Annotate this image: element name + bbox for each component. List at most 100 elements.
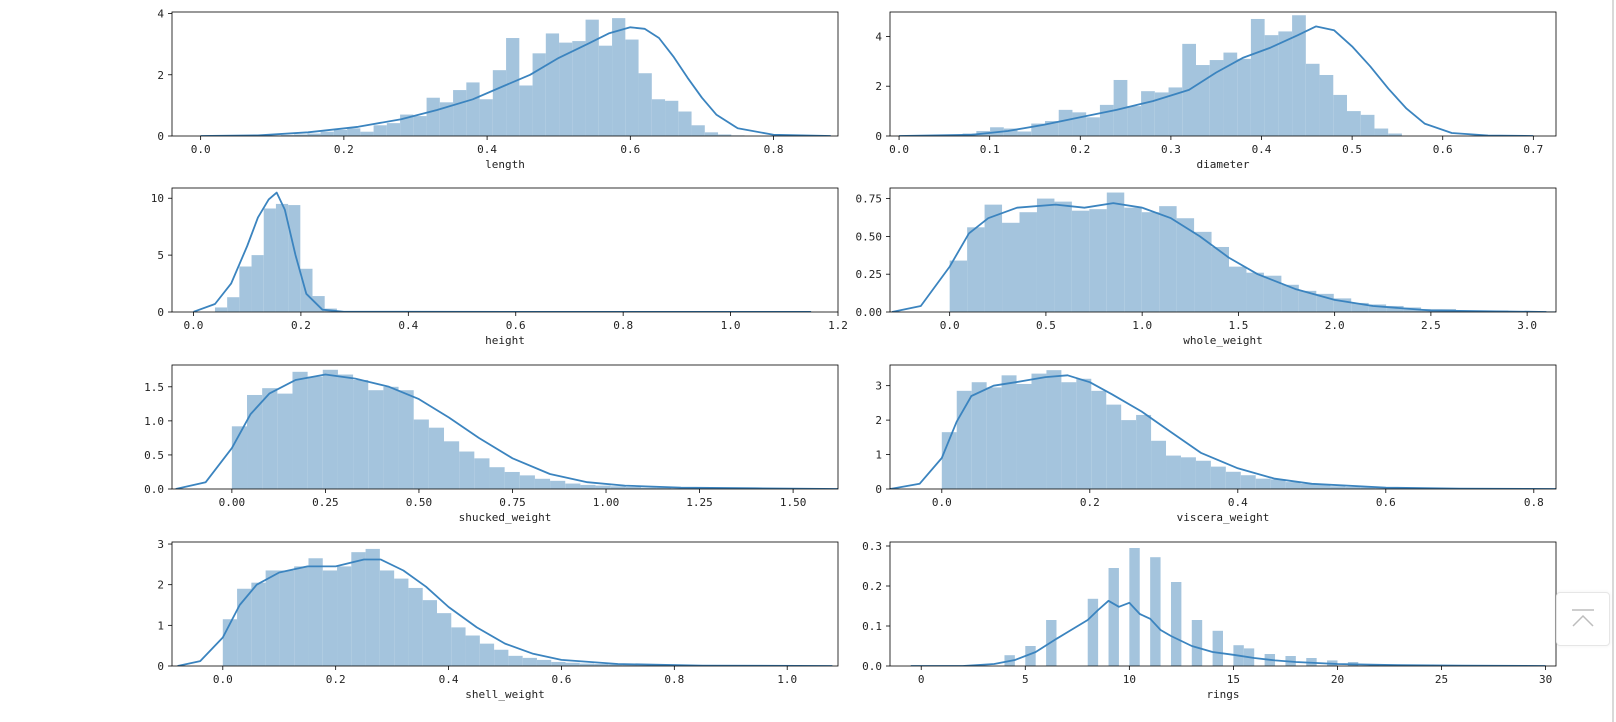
histogram-bar xyxy=(251,255,264,312)
x-tick-label: 1.0 xyxy=(721,319,741,332)
x-tick-label: 0.2 xyxy=(1080,496,1100,509)
histogram-bar xyxy=(625,39,639,136)
x-tick-label: 0.4 xyxy=(477,143,497,156)
histogram-bar xyxy=(294,134,308,136)
histogram-bar xyxy=(227,297,240,312)
histogram-bar xyxy=(565,662,580,666)
histogram-bar xyxy=(579,663,595,666)
histogram-bar xyxy=(459,451,475,489)
histogram-bar xyxy=(247,394,263,489)
histogram-bar xyxy=(394,578,409,666)
histogram-bar xyxy=(263,208,276,312)
x-axis-label: shell_weight xyxy=(465,688,544,701)
x-tick-label: 1.0 xyxy=(1132,319,1152,332)
x-tick-label: 0.4 xyxy=(1252,143,1272,156)
y-tick-label: 0 xyxy=(157,660,164,673)
histogram-bar xyxy=(239,266,252,312)
histogram-bar xyxy=(1347,111,1361,136)
histogram-bar xyxy=(439,102,454,136)
histogram-bar xyxy=(479,643,495,666)
histogram-bar xyxy=(1019,212,1037,312)
histogram-bar xyxy=(949,260,968,312)
histogram-bar xyxy=(559,42,573,136)
histogram-bar xyxy=(1225,471,1241,489)
chart-panel-diameter: 0.0 0.1 0.2 0.3 0.4 0.5 0.6 0.7 0 2 4 diameter xyxy=(875,11,1557,171)
histogram-bar xyxy=(1191,620,1203,666)
histogram-bar xyxy=(1264,35,1279,136)
histogram-bar xyxy=(275,203,289,312)
histogram-bar xyxy=(1263,275,1282,312)
histogram-bar xyxy=(237,588,252,666)
histogram-bar xyxy=(971,382,987,489)
x-axis-label: viscera_weight xyxy=(1177,511,1270,524)
histogram-bar xyxy=(678,111,692,136)
histogram-bar xyxy=(1305,63,1320,136)
histogram-bar xyxy=(1089,209,1107,312)
histogram-bar xyxy=(1246,272,1264,312)
plot-area xyxy=(899,15,1534,136)
histogram-bar xyxy=(1159,206,1177,312)
histogram-bar xyxy=(1209,60,1224,136)
histogram-bar xyxy=(536,659,552,666)
histogram-bar xyxy=(565,483,581,489)
histogram-bar xyxy=(320,131,334,136)
histogram-bar xyxy=(1345,486,1361,489)
y-tick-label: 1 xyxy=(875,449,882,462)
back-to-top-button[interactable] xyxy=(1556,592,1610,646)
histogram-bar xyxy=(280,135,295,136)
histogram-bar xyxy=(386,123,401,136)
histogram-bar xyxy=(251,582,266,666)
chart-panel-whole_weight: 0.0 0.5 1.0 1.5 2.0 2.5 3.0 0.00 0.25 0.50 0.75 who… xyxy=(856,187,1557,347)
histogram-bar xyxy=(400,114,414,136)
x-tick-label: 0.3 xyxy=(1161,143,1181,156)
histogram-bar xyxy=(288,205,301,312)
histogram-bar xyxy=(1002,222,1020,312)
histogram-bar xyxy=(422,600,437,666)
histogram-bar xyxy=(504,471,520,489)
x-tick-label: 1.25 xyxy=(686,496,713,509)
x-tick-label: 0.25 xyxy=(312,496,339,509)
kde-line xyxy=(910,599,1546,666)
histogram-bar xyxy=(365,548,380,666)
histogram-bar xyxy=(508,655,523,666)
histogram-bar xyxy=(379,570,395,666)
x-tick-label: 0.4 xyxy=(398,319,418,332)
histogram-bar xyxy=(1087,598,1099,666)
x-tick-label: 0.2 xyxy=(334,143,354,156)
x-tick-label: 10 xyxy=(1123,673,1136,686)
axes-frame xyxy=(171,187,839,313)
y-tick-label: 0.5 xyxy=(144,449,164,462)
histogram-bar xyxy=(1061,382,1077,489)
histogram-bar xyxy=(534,478,551,489)
histogram-bar xyxy=(612,18,626,136)
histogram-bar xyxy=(986,387,1002,489)
x-tick-label: 0.0 xyxy=(940,319,960,332)
y-tick-label: 0.2 xyxy=(862,580,882,593)
y-tick-label: 0 xyxy=(157,130,164,143)
histogram-bar xyxy=(1031,373,1047,489)
histogram-bar xyxy=(610,486,626,489)
histogram-bar xyxy=(585,19,599,136)
histogram-bar xyxy=(1360,487,1376,489)
histogram-bar xyxy=(1195,460,1211,489)
x-tick-label: 0.50 xyxy=(406,496,433,509)
x-tick-label: 0.8 xyxy=(764,143,784,156)
histogram-bar xyxy=(436,613,452,666)
x-tick-label: 0.8 xyxy=(664,673,684,686)
y-tick-label: 0 xyxy=(875,483,882,496)
y-tick-label: 1 xyxy=(157,619,164,632)
y-tick-label: 0.0 xyxy=(862,660,882,673)
histogram-bar xyxy=(1046,370,1062,489)
histogram-bar xyxy=(1386,305,1404,312)
histogram-bar xyxy=(489,467,505,489)
x-axis-label: rings xyxy=(1206,688,1239,701)
chart-panel-length: 0.0 0.2 0.4 0.6 0.8 0 2 4 length xyxy=(157,8,839,171)
histogram-bar xyxy=(1124,207,1142,312)
y-tick-label: 2 xyxy=(157,69,164,82)
kde-line xyxy=(175,373,838,489)
y-tick-label: 0.75 xyxy=(856,193,883,206)
histogram-bar xyxy=(1210,466,1226,489)
kde-line xyxy=(891,202,1547,312)
x-tick-label: 0.6 xyxy=(620,143,640,156)
histogram-bar xyxy=(1250,18,1265,136)
